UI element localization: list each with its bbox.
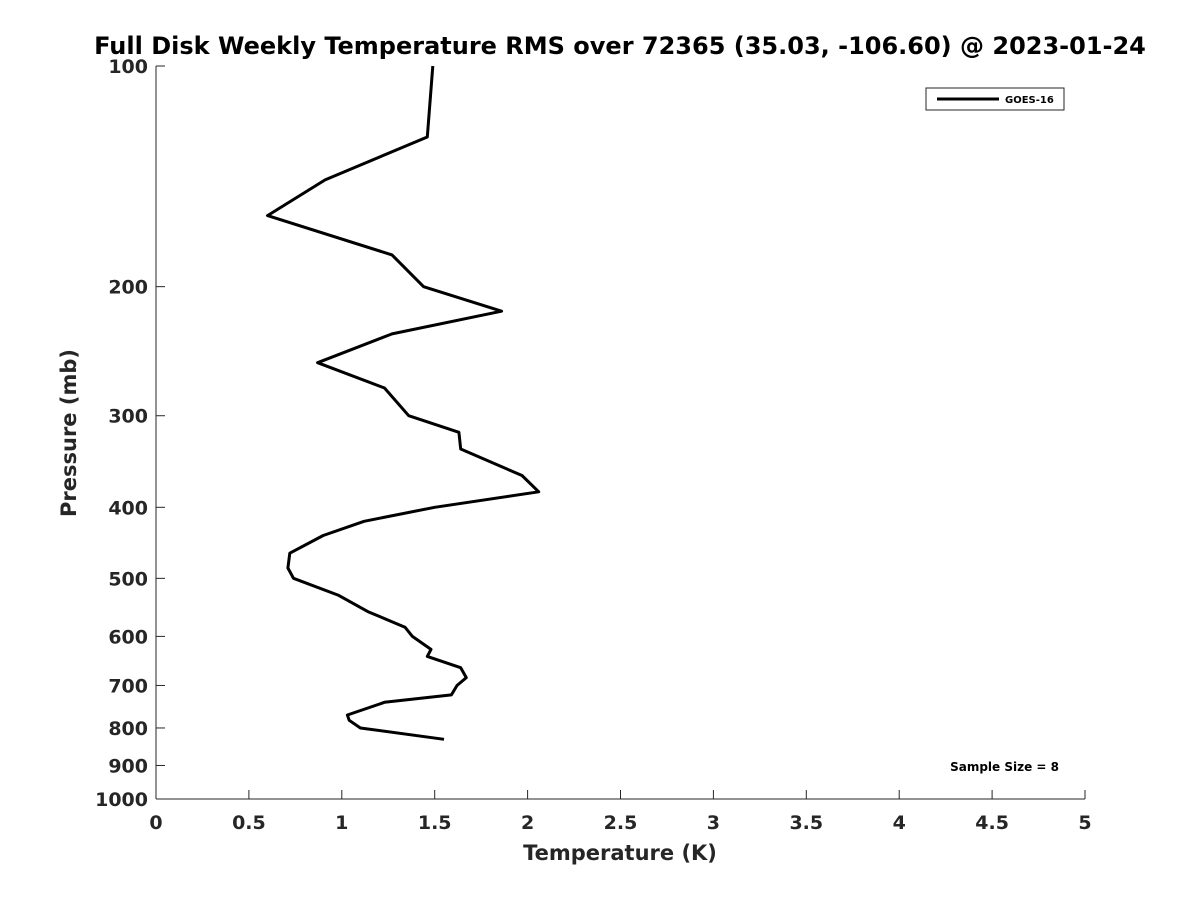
x-tick-label: 0.5 — [232, 812, 266, 834]
y-tick-label: 700 — [108, 675, 148, 697]
y-tick-label: 100 — [108, 56, 148, 78]
y-tick-label: 600 — [108, 626, 148, 648]
x-axis-label: Temperature (K) — [523, 841, 717, 865]
y-tick-label: 300 — [108, 406, 148, 428]
series-line-goes-16 — [266, 65, 541, 741]
chart-title: Full Disk Weekly Temperature RMS over 72… — [94, 32, 1146, 60]
y-axis-label: Pressure (mb) — [57, 349, 81, 517]
x-tick-label: 2 — [521, 812, 534, 834]
y-axis-ticks: 100 200 300 400 500 600 700 800 900 1000 — [95, 56, 165, 811]
y-tick-label: 200 — [108, 277, 148, 299]
y-tick-label: 900 — [108, 755, 148, 777]
x-tick-label: 5 — [1078, 812, 1091, 834]
x-tick-label: 4.5 — [975, 812, 1009, 834]
x-tick-label: 2.5 — [604, 812, 638, 834]
sample-size-annotation: Sample Size = 8 — [950, 760, 1059, 774]
x-tick-label: 1.5 — [418, 812, 452, 834]
x-axis-ticks: 0 0.5 1 1.5 2 2.5 3 3.5 4 4.5 5 — [149, 790, 1092, 834]
x-tick-label: 0 — [149, 812, 162, 834]
x-tick-label: 3 — [707, 812, 720, 834]
legend: GOES-16 — [925, 87, 1065, 111]
y-tick-label: 500 — [108, 568, 148, 590]
series-layer — [266, 65, 541, 741]
plot-area — [156, 66, 1085, 799]
x-tick-label: 1 — [335, 812, 348, 834]
y-tick-label: 800 — [108, 718, 148, 740]
y-tick-label: 400 — [108, 497, 148, 519]
y-tick-label: 1000 — [95, 789, 148, 811]
legend-label-goes-16: GOES-16 — [1005, 95, 1054, 106]
x-tick-label: 4 — [893, 812, 906, 834]
x-tick-label: 3.5 — [789, 812, 823, 834]
